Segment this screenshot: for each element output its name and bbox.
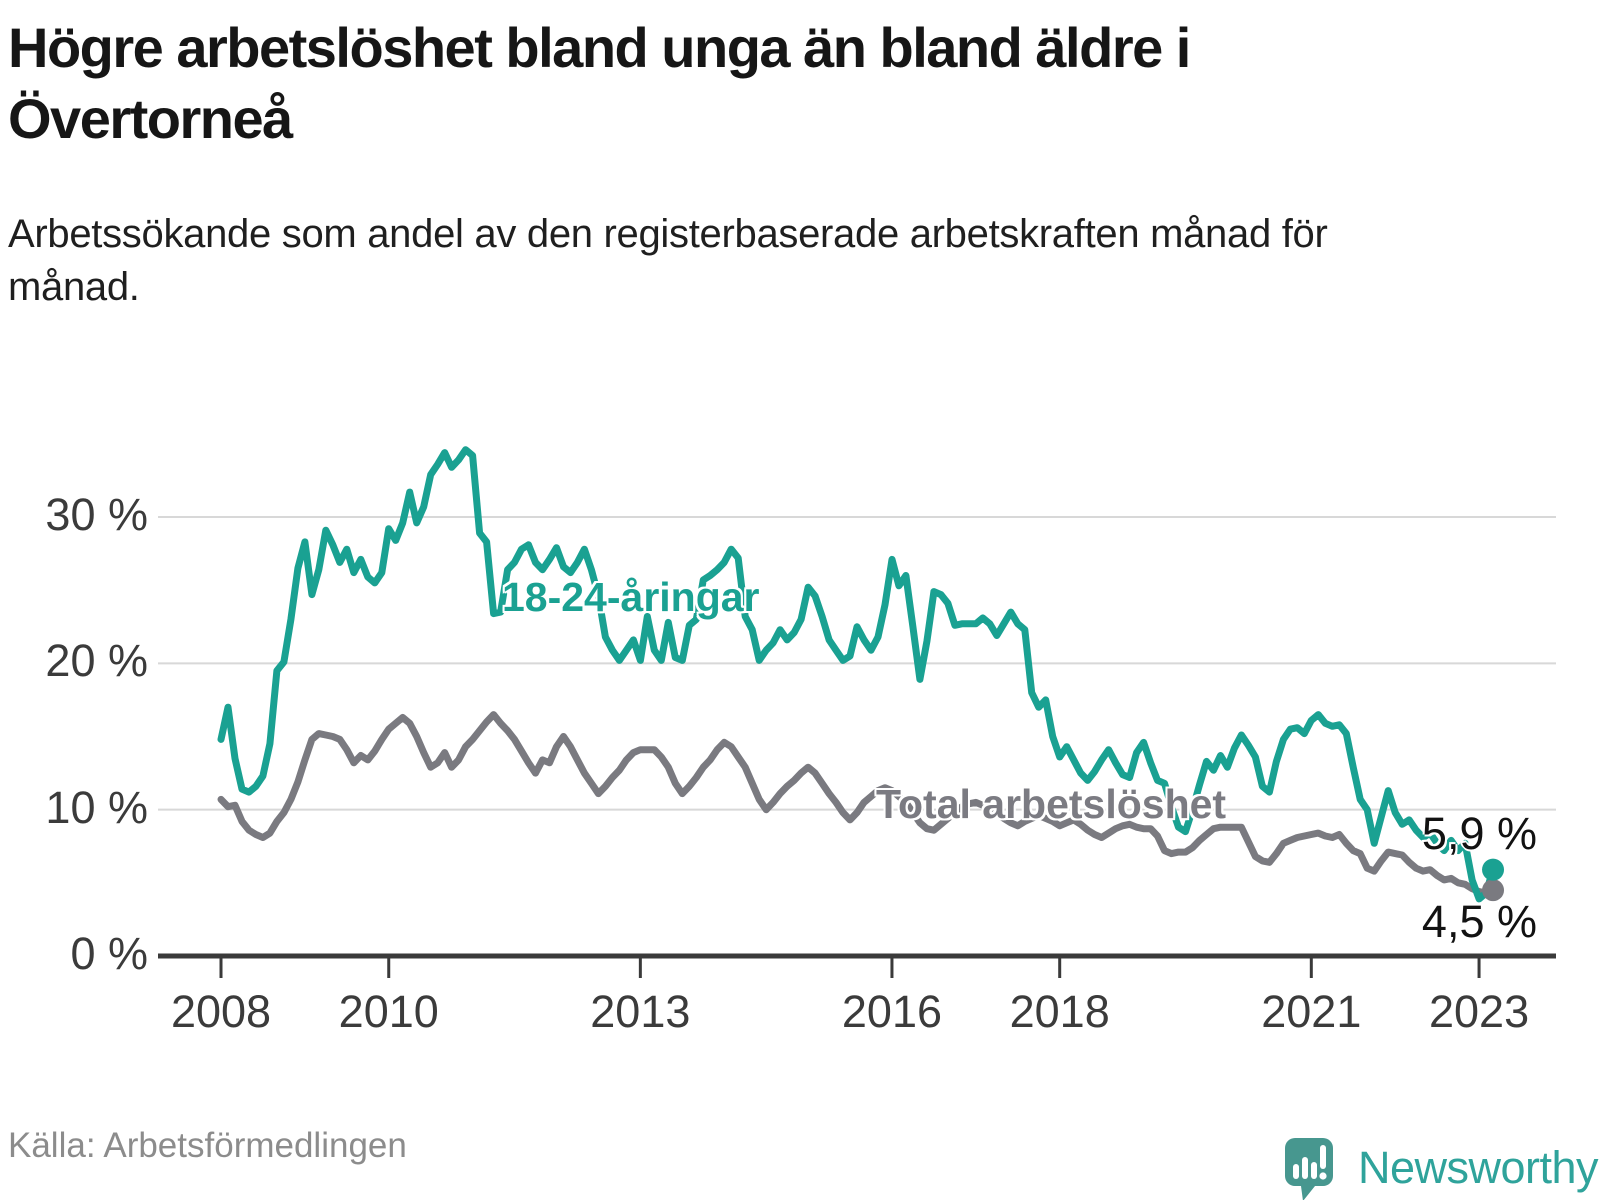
series-label-total: Total arbetslöshet [876,781,1227,827]
x-tick-label: 2010 [338,986,439,1037]
x-tick-label: 2013 [590,986,691,1037]
end-value-young: 5,9 % [1421,808,1537,859]
x-tick-label: 2023 [1428,986,1530,1037]
y-tick-label: 10 % [45,781,148,833]
y-tick-label: 30 % [45,489,148,540]
series-line-young [217,446,1497,903]
end-dot-total [1482,879,1505,902]
brand-wordmark: Newsworthy [1358,1142,1599,1193]
brand-lockup: Newsworthy [1285,1138,1599,1200]
end-value-total: 4,5 % [1421,896,1537,947]
page-title: Högre arbetslöshet bland unga än bland ä… [8,16,1191,151]
newsworthy-logo-icon [1285,1138,1333,1200]
source-note: Källa: Arbetsförmedlingen [8,1126,407,1165]
x-tick-label: 2021 [1261,986,1362,1037]
y-tick-label: 0 % [70,928,148,979]
series-label-young: 18-24-åringar [502,574,760,620]
series-line-total [217,711,1497,897]
y-tick-label: 20 % [45,635,148,687]
x-tick-label: 2016 [841,986,942,1037]
end-dot-young [1482,858,1505,881]
page-subtitle: Arbetssökande som andel av den registerb… [8,212,1328,309]
x-tick-label: 2018 [1009,986,1110,1037]
x-tick-label: 2008 [170,986,272,1037]
